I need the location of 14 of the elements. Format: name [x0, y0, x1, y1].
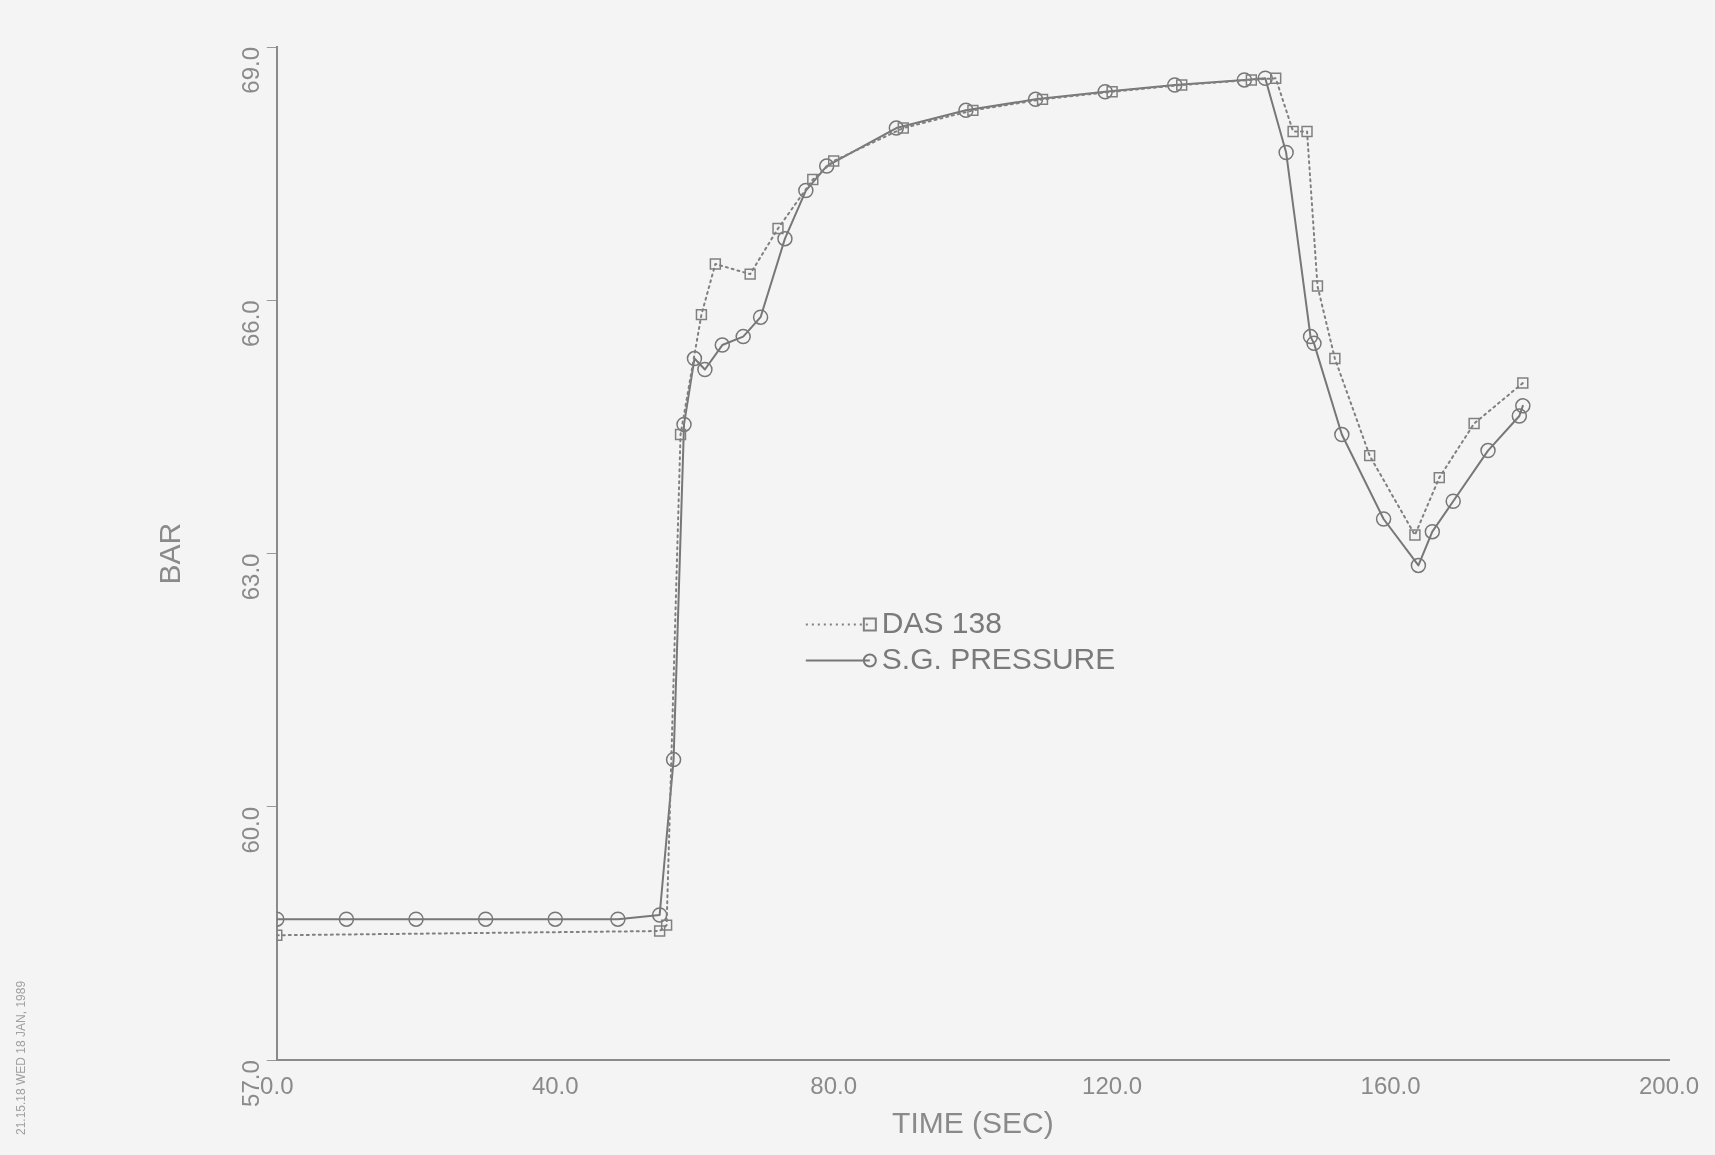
y-tick-label: 63.0 [237, 553, 265, 601]
x-tick-label: 120.0 [1082, 1072, 1143, 1100]
y-tick-label: 69.0 [237, 47, 265, 94]
y-axis-title: BAR [153, 522, 187, 585]
legend-label: S.G. PRESSURE [881, 641, 1116, 675]
x-tick-label: 80.0 [810, 1072, 858, 1100]
legend-label: DAS 138 [881, 605, 1002, 639]
text: 21.15.18 WED 18 JAN, 1989 [14, 980, 29, 1135]
x-axis-title: TIME (SEC) [892, 1106, 1054, 1140]
x-tick-label: 40.0 [531, 1072, 579, 1100]
x-tick-label: 160.0 [1360, 1072, 1421, 1100]
x-tick-label: 200.0 [1638, 1072, 1700, 1100]
y-tick-label: 66.0 [237, 300, 265, 348]
y-tick-label: 60.0 [237, 806, 265, 854]
